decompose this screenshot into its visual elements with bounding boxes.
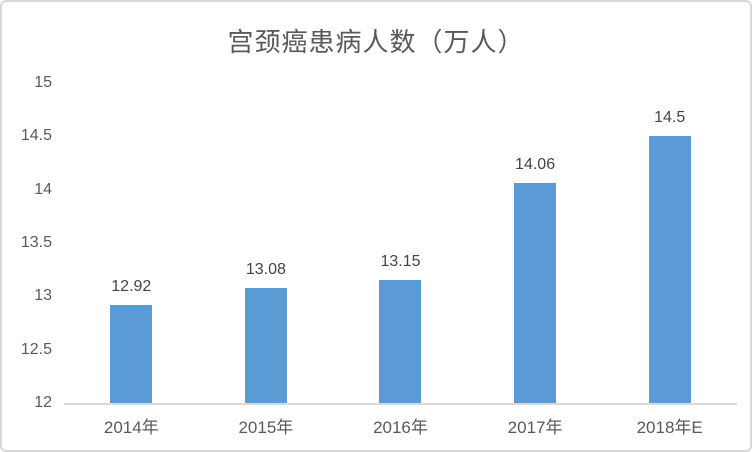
y-axis: 15 14.5 14 13.5 13 12.5 12 [2, 2, 52, 450]
x-tick-label: 2016年 [373, 418, 428, 437]
x-tick-label: 2017年 [507, 418, 563, 437]
y-tick-label: 13.5 [20, 234, 52, 251]
bar [244, 288, 287, 403]
bar [648, 136, 691, 403]
bar-value-label: 12.92 [111, 278, 152, 295]
bar-value-label: 14.5 [654, 109, 686, 126]
bar-value-label: 13.15 [380, 253, 421, 270]
x-tick-label: 2015年 [238, 418, 294, 437]
bar [514, 183, 557, 403]
x-axis: 2014年 2015年 2016年 2017年 2018年E [64, 413, 737, 438]
plot-area: 12.92 13.08 13.15 14.06 14.5 [64, 83, 737, 405]
bar [110, 305, 153, 403]
y-tick-label: 14 [34, 180, 52, 198]
bar-value-label: 13.08 [245, 261, 286, 278]
x-tick-label: 2018年E [636, 418, 703, 437]
y-tick-label: 15 [34, 74, 52, 91]
bar-slot: 12.92 [64, 83, 199, 403]
bar-slot: 14.5 [602, 83, 737, 403]
y-tick-label: 12.5 [20, 340, 52, 358]
y-tick-label: 12 [34, 394, 52, 411]
chart-title: 宫颈癌患病人数（万人） [227, 27, 525, 57]
y-tick-label: 13 [34, 287, 52, 305]
bars-row: 12.92 13.08 13.15 14.06 14.5 [64, 83, 737, 403]
bar-slot: 13.15 [333, 83, 468, 403]
bar-value-label: 14.06 [515, 156, 556, 173]
bar [379, 280, 422, 403]
bar-slot: 13.08 [199, 83, 334, 403]
bar-slot: 14.06 [468, 83, 603, 403]
y-tick-label: 14.5 [20, 127, 52, 145]
x-tick-label: 2014年 [103, 418, 159, 437]
